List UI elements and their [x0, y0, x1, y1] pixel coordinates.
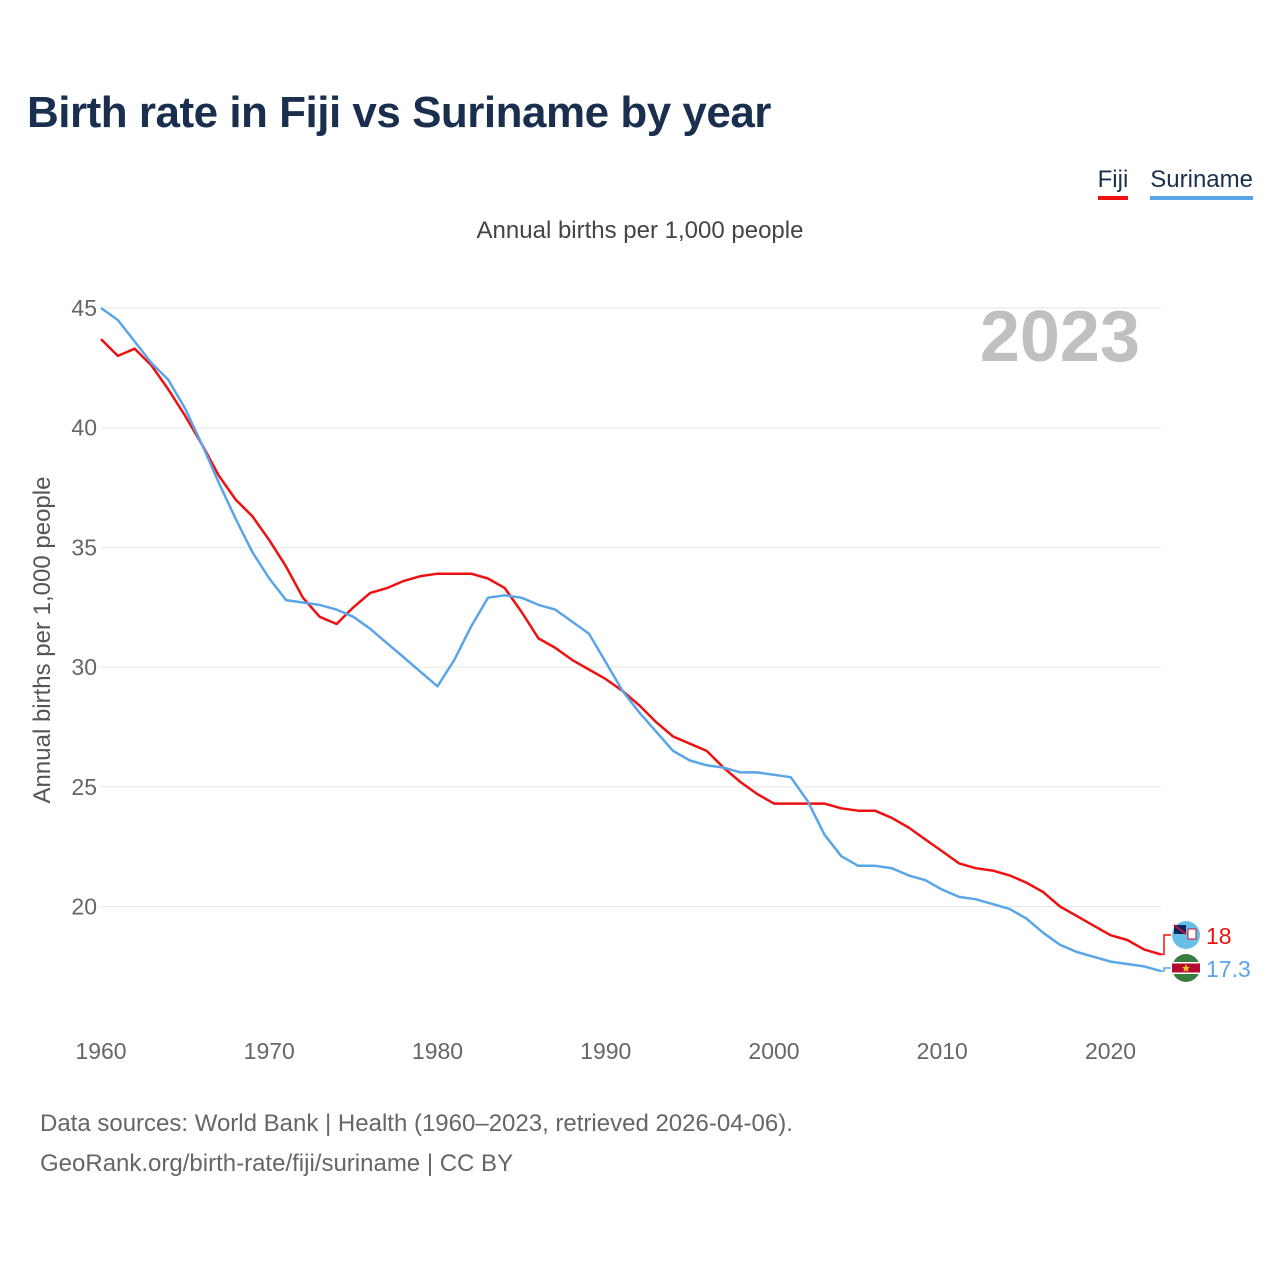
series-line-suriname — [100, 306, 1162, 973]
x-tick-label: 2010 — [917, 1038, 968, 1064]
x-tick-label: 1970 — [244, 1038, 295, 1064]
y-tick-label: 35 — [71, 534, 97, 560]
end-value-label-suriname: 17.3 — [1206, 956, 1251, 982]
end-markers: 18 17.3 — [1161, 921, 1251, 982]
x-axis-ticks: 1960 1970 1980 1990 2000 2010 2020 — [75, 1038, 1136, 1064]
connector-fiji — [1161, 934, 1171, 956]
x-tick-label: 2000 — [748, 1038, 799, 1064]
x-tick-label: 2020 — [1085, 1038, 1136, 1064]
y-axis-label: Annual births per 1,000 people — [29, 477, 56, 804]
series-lines — [100, 306, 1162, 973]
y-tick-label: 45 — [71, 295, 97, 321]
x-tick-label: 1960 — [75, 1038, 126, 1064]
chart-subtitle: Annual births per 1,000 people — [476, 217, 804, 244]
y-tick-label: 30 — [71, 654, 97, 680]
end-value-label-fiji: 18 — [1206, 923, 1232, 949]
connector-suriname — [1161, 967, 1171, 972]
legend-item-suriname[interactable]: Suriname — [1150, 166, 1253, 200]
legend: Fiji Suriname — [1097, 166, 1253, 200]
source-line-2[interactable]: GeoRank.org/birth-rate/fiji/suriname | C… — [40, 1150, 514, 1177]
y-tick-label: 25 — [71, 774, 97, 800]
fiji-flag-cross — [1173, 924, 1187, 935]
suriname-flag-star — [1182, 964, 1190, 972]
current-year-label: 2023 — [980, 297, 1140, 377]
series-line-fiji — [100, 338, 1162, 956]
grid-lines — [101, 307, 1161, 907]
y-tick-label: 40 — [71, 415, 97, 441]
fiji-flag-shield — [1187, 928, 1197, 940]
y-tick-label: 20 — [71, 894, 97, 920]
y-axis-ticks: 20 25 30 35 40 45 — [71, 295, 97, 920]
source-note: Data sources: World Bank | Health (1960–… — [40, 1104, 793, 1184]
legend-item-fiji[interactable]: Fiji — [1097, 166, 1129, 200]
x-tick-label: 1990 — [580, 1038, 631, 1064]
source-line-1: Data sources: World Bank | Health (1960–… — [40, 1110, 793, 1137]
chart-title: Birth rate in Fiji vs Suriname by year — [27, 88, 771, 137]
x-tick-label: 1980 — [412, 1038, 463, 1064]
